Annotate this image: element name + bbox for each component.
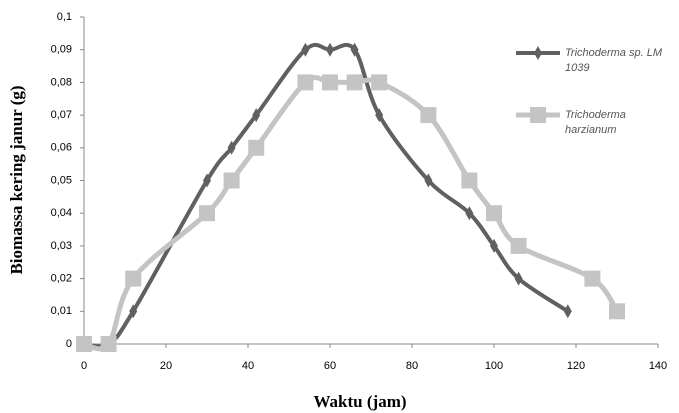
marker [347, 74, 363, 90]
marker [248, 140, 264, 156]
marker [199, 205, 215, 221]
x-tick-label: 80 [406, 360, 418, 372]
marker [609, 303, 625, 319]
chart-container: Waktu (jam) Biomassa kering janur (g) 00… [0, 0, 679, 413]
x-tick-label: 120 [567, 360, 585, 372]
x-tick-label: 100 [485, 360, 503, 372]
legend-marker [530, 107, 546, 123]
x-tick-label: 0 [81, 360, 87, 372]
x-tick-label: 60 [324, 360, 336, 372]
marker [322, 74, 338, 90]
marker [511, 238, 527, 254]
y-tick-label: 0,06 [51, 142, 72, 154]
y-tick-label: 0,03 [51, 240, 72, 252]
y-tick-label: 0,1 [57, 11, 72, 23]
marker [125, 271, 141, 287]
x-axis-title: Waktu (jam) [313, 392, 406, 411]
y-tick-label: 0,08 [51, 76, 72, 88]
marker [486, 205, 502, 221]
y-tick-label: 0,01 [51, 305, 72, 317]
marker [101, 336, 117, 352]
y-tick-label: 0,02 [51, 273, 72, 285]
y-tick-label: 0,09 [51, 44, 72, 56]
marker [224, 173, 240, 189]
marker [584, 271, 600, 287]
marker [326, 43, 334, 57]
marker [297, 74, 313, 90]
x-tick-label: 20 [160, 360, 172, 372]
marker [564, 304, 572, 318]
y-axis-title: Biomassa kering janur (g) [7, 85, 26, 274]
y-tick-label: 0,07 [51, 109, 72, 121]
marker [76, 336, 92, 352]
y-tick-label: 0 [66, 338, 72, 350]
legend-marker [534, 46, 542, 60]
y-tick-label: 0,04 [51, 207, 72, 219]
legend-label: Trichoderma harzianum [565, 108, 675, 138]
marker [461, 173, 477, 189]
legend-label: Trichoderma sp. LM 1039 [565, 46, 675, 76]
marker [420, 107, 436, 123]
marker [371, 74, 387, 90]
x-tick-label: 140 [649, 360, 667, 372]
y-tick-label: 0,05 [51, 174, 72, 186]
x-tick-label: 40 [242, 360, 254, 372]
